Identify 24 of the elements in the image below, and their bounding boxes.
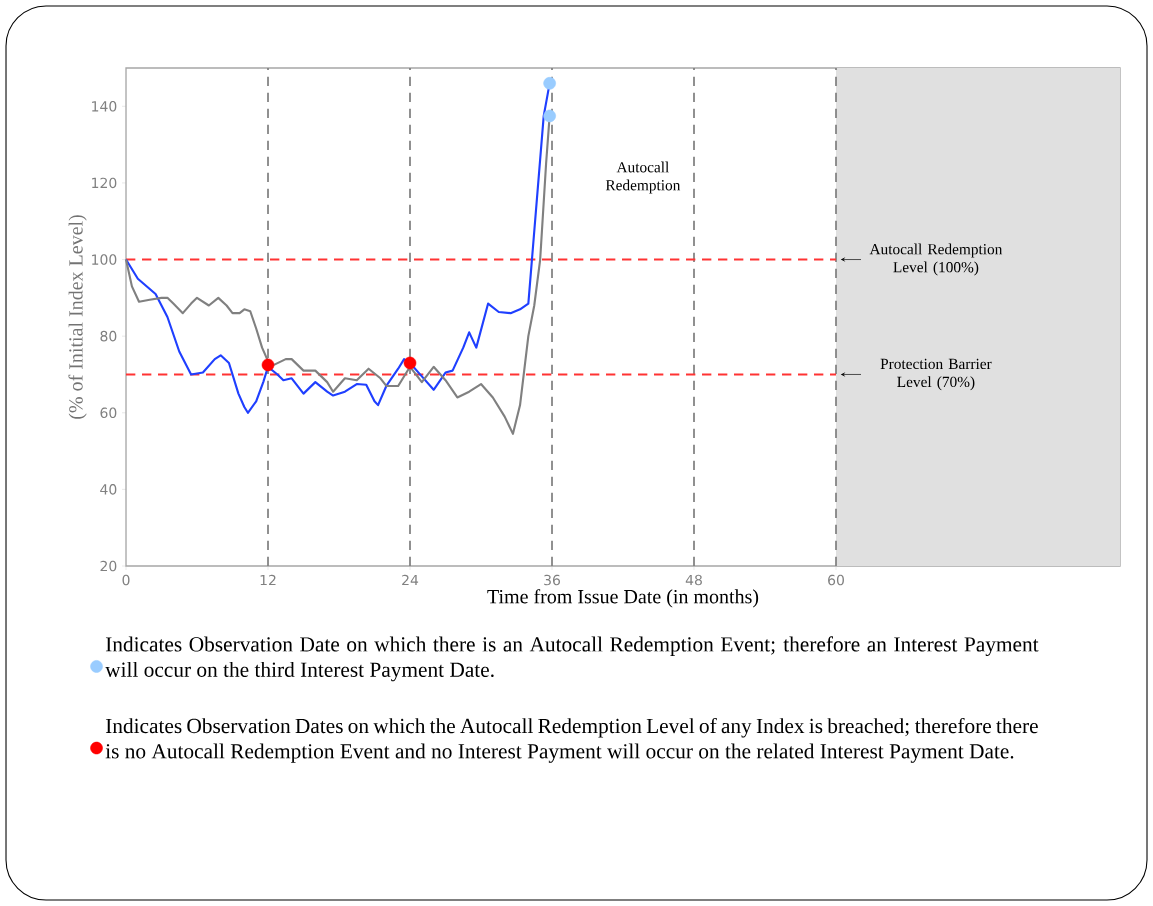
ref-line-label: Protection Barrier Level (70%) [880, 358, 992, 391]
point [403, 356, 417, 370]
y-tick-label: 120 [92, 177, 117, 189]
x-tick-label: 60 [828, 574, 844, 586]
legend-label: Indicates Observation Date on which there is an Autocall Redemption Event; therefore an Interest Payment will occur on the third Interest Payment Date. [105, 636, 1039, 682]
x-tick-label: 48 [685, 574, 702, 586]
legend-label: Indicates Observation Dates on which the Autocall Redemption Level of any Index is breached; therefore there is no Autocall Redemption Event and no Interest Payment will occur on the related Interest Payment Date. [105, 717, 1038, 763]
point [543, 109, 556, 123]
annotation: Autocall Redemption [605, 161, 681, 194]
x-tick-label: 24 [402, 574, 419, 586]
y-tick-label: 40 [100, 484, 117, 495]
x-axis-title: Time from Issue Date (in months) [487, 589, 759, 608]
y-axis-title: (% of Initial Index Level) [68, 215, 87, 419]
ref-line-label: Autocall Redemption Level (100%) [869, 243, 1003, 276]
point [543, 77, 556, 90]
y-tick-label: 60 [100, 407, 117, 419]
y-tick-label: 80 [100, 330, 117, 342]
x-tick-label: 12 [260, 574, 276, 586]
y-tick-label: 20 [100, 560, 117, 572]
x-tick-label: 36 [544, 574, 561, 586]
y-tick-label: 140 [92, 101, 117, 112]
point [261, 358, 275, 372]
x-tick-label: 0 [122, 574, 130, 586]
y-tick-label: 100 [92, 254, 117, 265]
